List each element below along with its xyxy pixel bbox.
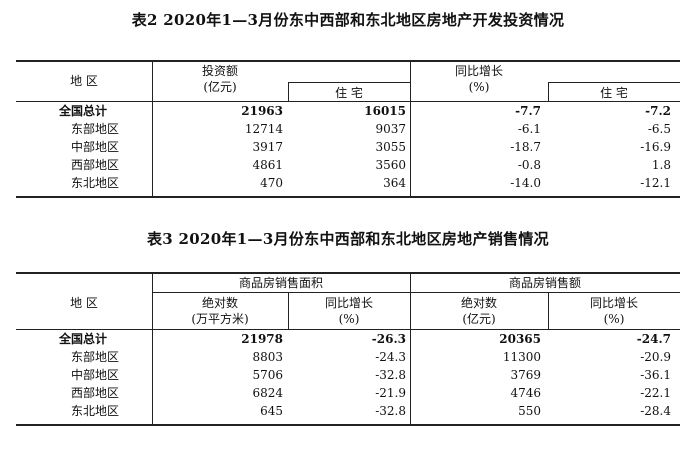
table3-header-sales-abs: 绝对数 <box>460 296 497 310</box>
table3-row-sales-growth: -28.4 <box>640 404 671 418</box>
table3-row-area: 6824 <box>252 386 283 400</box>
table2-bottom-rule <box>16 196 680 198</box>
table3-row-area-growth: -32.8 <box>375 368 406 382</box>
table2-sub-rule-1 <box>288 82 410 83</box>
table3-row-sales-growth: -36.1 <box>640 368 671 382</box>
table2-row-residential: 3055 <box>375 140 406 154</box>
table3-header-sales-growth-unit: (%) <box>603 312 625 326</box>
table3-row-region: 西部地区 <box>71 386 120 400</box>
table2-header-rule <box>16 101 680 102</box>
table3-title: 表3 2020年1—3月份东中西部和东北地区房地产销售情况 <box>147 230 549 248</box>
table2-row-growth-residential: -6.5 <box>647 122 671 136</box>
table3-divider-4 <box>548 292 549 329</box>
table3-row-area: 8803 <box>252 350 283 364</box>
table2-row-growth-residential: -16.9 <box>640 140 671 154</box>
table2-sub-rule-2 <box>548 82 680 83</box>
table2-row-investment: 4861 <box>252 158 283 172</box>
table3-header-area-growth: 同比增长 <box>324 296 373 310</box>
table2-divider-4 <box>548 82 549 101</box>
table3-row-sales: 11300 <box>502 350 541 364</box>
table3-header-area-abs-unit: (万平方米) <box>191 312 249 326</box>
table3-row-sales-growth: -20.9 <box>640 350 671 364</box>
table3-row-area-growth: -24.3 <box>375 350 406 364</box>
table3-row-sales-growth: -24.7 <box>636 332 671 346</box>
table2-header-growth-residential: 住 宅 <box>600 86 628 100</box>
table3-header-sales-growth: 同比增长 <box>589 296 638 310</box>
table2-divider-2 <box>288 82 289 101</box>
table3-bottom-rule <box>16 424 680 426</box>
table3-divider-3 <box>410 272 411 424</box>
table3-row-area-growth: -21.9 <box>375 386 406 400</box>
table2-header-growth-unit: (%) <box>468 80 490 94</box>
table3-group-rule <box>152 292 680 293</box>
table2-row-growth-residential: -12.1 <box>640 176 671 190</box>
table2-row-growth-residential: -7.2 <box>645 104 671 118</box>
table3-row-region: 东部地区 <box>71 350 120 364</box>
table2-row-investment: 3917 <box>252 140 283 154</box>
table2-top-rule <box>16 60 680 62</box>
table2-row-region: 全国总计 <box>59 104 108 118</box>
table3-header-region: 地 区 <box>70 296 98 310</box>
table2-row-region: 西部地区 <box>71 158 120 172</box>
table2-row-residential: 3560 <box>375 158 406 172</box>
table3-row-area-growth: -32.8 <box>375 404 406 418</box>
table2-row-residential: 16015 <box>364 104 406 118</box>
table3-row-area: 645 <box>260 404 283 418</box>
table2-row-region: 东北地区 <box>71 176 120 190</box>
table3-row-sales: 20365 <box>499 332 541 346</box>
table2-row-residential: 9037 <box>375 122 406 136</box>
table2-row-investment: 12714 <box>244 122 283 136</box>
table2-title: 表2 2020年1—3月份东中西部和东北地区房地产开发投资情况 <box>131 11 565 29</box>
table3-row-region: 中部地区 <box>71 368 120 382</box>
table2-row-growth-residential: 1.8 <box>651 158 671 172</box>
table3-row-sales-growth: -22.1 <box>640 386 671 400</box>
table2-row-residential: 364 <box>383 176 406 190</box>
table2-divider-3 <box>410 60 411 196</box>
table3-row-area: 21978 <box>241 332 283 346</box>
table3-header-area-abs: 绝对数 <box>201 296 238 310</box>
table3-divider-1 <box>152 272 153 424</box>
table2-row-investment: 470 <box>260 176 283 190</box>
table2-divider-1 <box>152 60 153 196</box>
table3-row-sales: 3769 <box>510 368 541 382</box>
table3-divider-2 <box>288 292 289 329</box>
table3-top-rule <box>16 272 680 274</box>
table2-header-growth: 同比增长 <box>454 64 503 78</box>
table3-header-area-group: 商品房销售面积 <box>238 276 323 290</box>
table3-row-sales: 4746 <box>510 386 541 400</box>
table2-row-investment: 21963 <box>241 104 283 118</box>
table2-row-region: 东部地区 <box>71 122 120 136</box>
table3-row-sales: 550 <box>518 404 541 418</box>
table2-header-region: 地 区 <box>70 74 98 88</box>
table2-row-growth: -14.0 <box>510 176 541 190</box>
table3-header-rule <box>16 329 680 330</box>
table2-row-growth: -18.7 <box>510 140 541 154</box>
table3-header-area-growth-unit: (%) <box>338 312 360 326</box>
table3-row-area: 5706 <box>252 368 283 382</box>
table2-header-residential: 住 宅 <box>335 86 363 100</box>
table2-header-investment: 投资额 <box>201 64 238 78</box>
table2-header-investment-unit: (亿元) <box>203 80 237 94</box>
table2-row-growth: -6.1 <box>517 122 541 136</box>
table3-row-region: 东北地区 <box>71 404 120 418</box>
table3-header-sales-group: 商品房销售额 <box>508 276 581 290</box>
table3-row-region: 全国总计 <box>59 332 108 346</box>
table3-row-area-growth: -26.3 <box>371 332 406 346</box>
table2-row-growth: -7.7 <box>515 104 541 118</box>
table2-row-growth: -0.8 <box>517 158 541 172</box>
table3-header-sales-abs-unit: (亿元) <box>462 312 496 326</box>
table2-row-region: 中部地区 <box>71 140 120 154</box>
